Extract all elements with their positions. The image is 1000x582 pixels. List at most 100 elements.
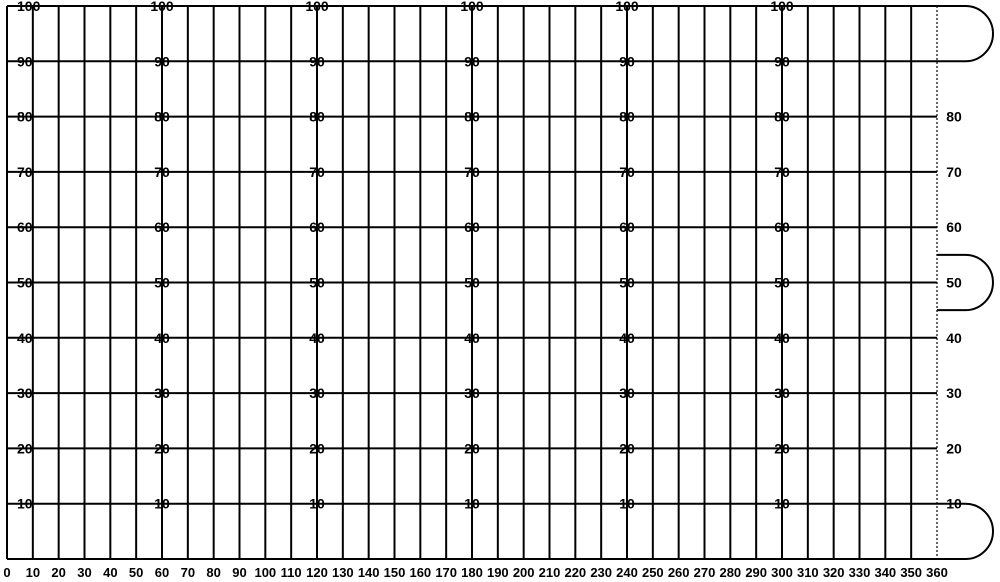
x-axis-label: 70 [181,565,195,580]
x-axis-label: 160 [409,565,431,580]
y-axis-label-right: 40 [946,330,962,346]
x-axis-label: 10 [26,565,40,580]
y-axis-label-inner: 60 [154,219,170,235]
y-axis-label-left: 90 [17,53,33,69]
y-axis-label-left: 10 [17,496,33,512]
y-axis-label-inner: 70 [309,164,325,180]
y-axis-label-inner: 60 [774,219,790,235]
y-axis-label-right: 50 [946,275,962,291]
x-axis-label: 40 [103,565,117,580]
y-axis-label-inner: 20 [464,440,480,456]
x-axis-label: 290 [745,565,767,580]
y-axis-label-inner: 60 [309,219,325,235]
y-axis-label-inner: 30 [309,385,325,401]
y-axis-label-left: 20 [17,440,33,456]
y-axis-label-inner: 50 [774,275,790,291]
x-axis-label: 50 [129,565,143,580]
y-axis-label-inner: 90 [619,53,635,69]
y-axis-label-inner: 40 [774,330,790,346]
x-axis-label: 250 [642,565,664,580]
x-axis-label: 220 [564,565,586,580]
y-axis-label-inner: 100 [615,0,639,14]
y-axis-label-left: 70 [17,164,33,180]
y-axis-label-inner: 80 [774,109,790,125]
x-axis-label: 100 [254,565,276,580]
x-axis-label: 200 [513,565,535,580]
y-axis-label-left: 40 [17,330,33,346]
y-axis-label-inner: 100 [305,0,329,14]
y-axis-label-inner: 80 [619,109,635,125]
y-axis-label-inner: 10 [619,496,635,512]
y-axis-label-inner: 100 [150,0,174,14]
x-axis-label: 170 [435,565,457,580]
x-axis-label: 140 [358,565,380,580]
y-axis-label-inner: 10 [154,496,170,512]
x-axis-label: 340 [874,565,896,580]
y-axis-label-inner: 90 [309,53,325,69]
x-axis-label: 300 [771,565,793,580]
y-axis-label-left: 50 [17,275,33,291]
y-axis-label-inner: 30 [154,385,170,401]
x-axis-label: 180 [461,565,483,580]
y-axis-label-inner: 30 [619,385,635,401]
x-axis-label: 0 [3,565,10,580]
y-axis-label-inner: 70 [619,164,635,180]
x-axis-label: 360 [926,565,948,580]
y-axis-label-inner: 90 [154,53,170,69]
x-axis-label: 150 [384,565,406,580]
y-axis-label-left: 30 [17,385,33,401]
y-axis-label-inner: 30 [774,385,790,401]
x-axis-label: 60 [155,565,169,580]
y-axis-label-inner: 60 [619,219,635,235]
y-axis-label-left: 60 [17,219,33,235]
y-axis-label-inner: 40 [464,330,480,346]
y-axis-label-inner: 40 [154,330,170,346]
y-axis-label-inner: 70 [774,164,790,180]
y-axis-label-inner: 90 [774,53,790,69]
x-axis-label: 90 [232,565,246,580]
y-axis-label-inner: 80 [154,109,170,125]
y-axis-label-inner: 90 [464,53,480,69]
x-axis-label: 240 [616,565,638,580]
y-axis-label-right: 60 [946,219,962,235]
x-axis-label: 350 [900,565,922,580]
y-axis-label-inner: 40 [309,330,325,346]
y-axis-label-inner: 50 [154,275,170,291]
y-axis-label-inner: 20 [309,440,325,456]
y-axis-label-left: 80 [17,109,33,125]
y-axis-label-right: 10 [946,496,962,512]
y-axis-label-inner: 60 [464,219,480,235]
x-axis-label: 310 [797,565,819,580]
y-axis-label-inner: 70 [464,164,480,180]
y-axis-label-inner: 50 [309,275,325,291]
y-axis-label-inner: 80 [309,109,325,125]
x-axis-label: 330 [849,565,871,580]
y-axis-label-inner: 20 [774,440,790,456]
x-axis-label: 320 [823,565,845,580]
y-axis-label-inner: 30 [464,385,480,401]
grid-diagram: 1009080706050403020101020304050607080901… [0,0,1000,582]
y-axis-label-inner: 20 [154,440,170,456]
x-axis-label: 110 [281,565,302,580]
y-axis-label-right: 70 [946,164,962,180]
x-axis-label: 80 [206,565,220,580]
x-axis-label: 130 [332,565,354,580]
y-axis-label-inner: 20 [619,440,635,456]
y-axis-label-inner: 50 [464,275,480,291]
y-axis-label-inner: 100 [460,0,484,14]
x-axis-label: 30 [77,565,91,580]
y-axis-label-right: 30 [946,385,962,401]
y-axis-label-inner: 10 [309,496,325,512]
right-tab [937,6,993,61]
y-axis-label-inner: 80 [464,109,480,125]
y-axis-label-left: 100 [17,0,41,14]
right-tab [937,504,993,559]
y-axis-label-inner: 40 [619,330,635,346]
x-axis-label: 210 [539,565,561,580]
y-axis-label-inner: 10 [774,496,790,512]
x-axis-label: 260 [668,565,690,580]
x-axis-label: 120 [306,565,328,580]
x-axis-label: 20 [51,565,65,580]
y-axis-label-inner: 10 [464,496,480,512]
x-axis-label: 190 [487,565,509,580]
